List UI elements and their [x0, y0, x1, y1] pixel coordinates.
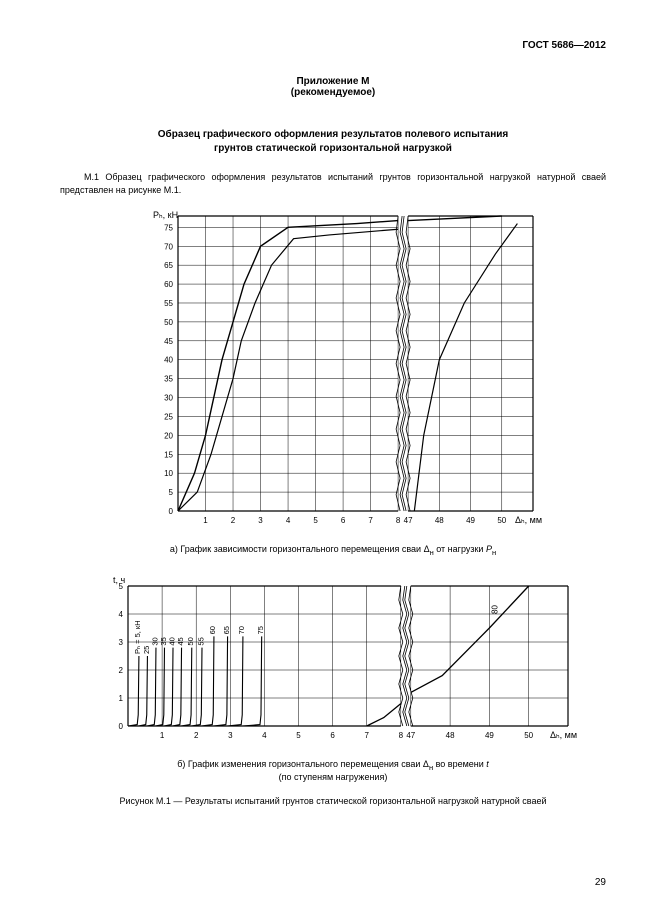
figure-caption: Рисунок M.1 — Результаты испытаний грунт…	[60, 796, 606, 806]
svg-text:Δₕ, мм: Δₕ, мм	[515, 515, 542, 525]
page-number: 29	[595, 877, 606, 888]
svg-text:7: 7	[368, 516, 373, 525]
svg-text:1: 1	[203, 516, 208, 525]
svg-text:50: 50	[524, 731, 533, 740]
svg-text:75: 75	[256, 626, 265, 634]
svg-text:6: 6	[330, 731, 335, 740]
main-title: Образец графического оформления результа…	[60, 128, 606, 156]
svg-text:65: 65	[164, 261, 173, 270]
svg-text:5: 5	[296, 731, 301, 740]
svg-text:47: 47	[406, 731, 415, 740]
svg-text:1: 1	[160, 731, 165, 740]
appendix-title: Приложение М	[296, 76, 369, 87]
chart-b-container: 1234567847484950012345t, чΔₕ, ммPₕ = 5, …	[60, 571, 606, 751]
svg-text:4: 4	[286, 516, 291, 525]
main-title-line1: Образец графического оформления результа…	[158, 129, 509, 140]
paragraph-m1: М.1 Образец графического оформления резу…	[60, 171, 606, 196]
svg-text:49: 49	[466, 516, 475, 525]
svg-text:3: 3	[258, 516, 263, 525]
svg-text:2: 2	[119, 666, 124, 675]
svg-text:48: 48	[435, 516, 444, 525]
svg-text:4: 4	[119, 610, 124, 619]
caption-a: a) График зависимости горизонтального пе…	[60, 544, 606, 557]
appendix-hint: (рекомендуемое)	[291, 87, 375, 98]
svg-text:49: 49	[485, 731, 494, 740]
chart-a-container: 1234567847484950051015202530354045505560…	[60, 206, 606, 536]
svg-text:50: 50	[164, 318, 173, 327]
svg-text:8: 8	[396, 516, 401, 525]
svg-text:Δₕ, мм: Δₕ, мм	[550, 730, 577, 740]
main-title-line2: грунтов статической горизонтальной нагру…	[214, 143, 452, 154]
appendix-header: Приложение М (рекомендуемое)	[60, 76, 606, 98]
svg-text:4: 4	[262, 731, 267, 740]
svg-text:45: 45	[164, 337, 173, 346]
caption-b: б) График изменения горизонтального пере…	[60, 759, 606, 782]
svg-text:60: 60	[164, 280, 173, 289]
svg-text:Pₕ, кН: Pₕ, кН	[153, 210, 178, 220]
svg-text:30: 30	[164, 394, 173, 403]
svg-text:t, ч: t, ч	[113, 575, 126, 585]
svg-text:48: 48	[446, 731, 455, 740]
svg-text:55: 55	[196, 637, 205, 645]
svg-text:25: 25	[164, 413, 173, 422]
svg-text:5: 5	[313, 516, 318, 525]
chart-a: 1234567847484950051015202530354045505560…	[123, 206, 543, 536]
svg-text:45: 45	[176, 637, 185, 645]
svg-text:55: 55	[164, 299, 173, 308]
svg-text:20: 20	[164, 432, 173, 441]
svg-text:8: 8	[399, 731, 404, 740]
svg-text:40: 40	[164, 356, 173, 365]
svg-text:2: 2	[231, 516, 236, 525]
chart-b: 1234567847484950012345t, чΔₕ, ммPₕ = 5, …	[88, 571, 578, 751]
svg-text:5: 5	[169, 488, 174, 497]
svg-text:70: 70	[237, 626, 246, 634]
svg-text:50: 50	[497, 516, 506, 525]
svg-text:10: 10	[164, 469, 173, 478]
svg-text:50: 50	[186, 637, 195, 645]
svg-text:65: 65	[222, 626, 231, 634]
document-id: ГОСТ 5686—2012	[60, 40, 606, 51]
svg-text:1: 1	[119, 694, 124, 703]
svg-text:25: 25	[142, 646, 151, 654]
svg-text:3: 3	[119, 638, 124, 647]
svg-text:6: 6	[341, 516, 346, 525]
svg-text:0: 0	[169, 507, 174, 516]
svg-text:75: 75	[164, 224, 173, 233]
svg-text:15: 15	[164, 450, 173, 459]
svg-text:2: 2	[194, 731, 199, 740]
svg-text:7: 7	[364, 731, 369, 740]
svg-text:35: 35	[164, 375, 173, 384]
svg-text:47: 47	[404, 516, 413, 525]
svg-text:3: 3	[228, 731, 233, 740]
svg-text:60: 60	[208, 626, 217, 634]
svg-text:0: 0	[119, 722, 124, 731]
svg-text:80: 80	[490, 605, 499, 614]
svg-text:70: 70	[164, 242, 173, 251]
